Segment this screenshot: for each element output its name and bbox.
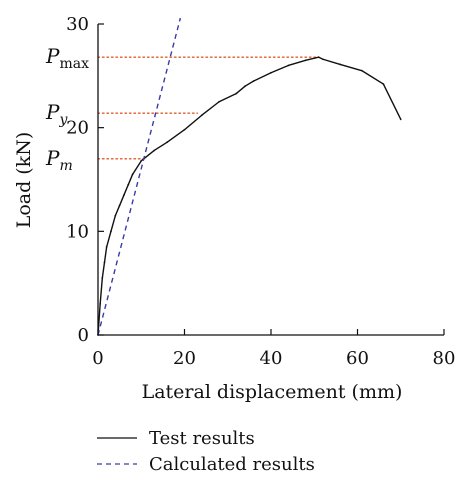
x-tick-label: 40 xyxy=(260,348,283,369)
data-point xyxy=(166,141,169,144)
axes xyxy=(97,24,444,336)
data-point xyxy=(105,245,108,248)
annotations: Pmax Py Pm xyxy=(45,44,89,174)
series-line-test-results xyxy=(97,56,402,336)
legend-label-test-results: Test results xyxy=(149,428,255,449)
data-point xyxy=(399,118,402,121)
data-point xyxy=(339,63,342,66)
data-point xyxy=(252,80,255,82)
data-point xyxy=(110,230,112,233)
x-tick-label: 20 xyxy=(173,348,196,369)
annotation-py: Py xyxy=(45,100,68,128)
data-point xyxy=(131,173,134,176)
data-point xyxy=(304,59,307,62)
reference-lines xyxy=(97,56,320,160)
data-point xyxy=(103,261,106,264)
y-axis-title: Load (kN) xyxy=(13,132,35,229)
data-point xyxy=(360,69,363,72)
data-point xyxy=(322,58,324,61)
data-point xyxy=(153,149,156,152)
data-point xyxy=(382,83,385,86)
annotation-pm: Pm xyxy=(45,146,73,174)
data-point xyxy=(99,303,102,305)
data-point xyxy=(123,194,125,196)
x-tick-label: 60 xyxy=(346,348,369,369)
data-point xyxy=(317,56,320,59)
data-point xyxy=(244,85,246,88)
y-tick-label: 10 xyxy=(66,221,89,242)
data-point xyxy=(140,159,143,162)
y-tick-label: 30 xyxy=(66,14,89,35)
data-point xyxy=(101,277,104,279)
annotation-pmax: Pmax xyxy=(45,44,89,72)
data-point xyxy=(218,100,221,103)
series-line-calculated-results xyxy=(97,18,181,336)
data-point xyxy=(270,71,272,74)
data-point xyxy=(179,17,182,20)
x-tick-label: 0 xyxy=(92,348,103,369)
series-lines xyxy=(97,17,402,336)
data-point xyxy=(114,214,117,217)
ticks: 0 20 40 60 80 0 10 20 30 xyxy=(66,14,455,369)
x-tick-label: 80 xyxy=(433,348,456,369)
data-point xyxy=(287,64,290,67)
y-tick-label: 20 xyxy=(66,118,89,139)
data-point xyxy=(200,114,203,117)
data-point xyxy=(118,204,121,207)
data-point xyxy=(127,183,130,186)
legend: Test results Calculated results xyxy=(97,428,315,475)
legend-label-calculated-results: Calculated results xyxy=(149,454,315,475)
y-tick-label: 0 xyxy=(78,325,89,346)
data-point xyxy=(183,128,186,131)
data-point xyxy=(235,92,238,95)
x-axis-title: Lateral displacement (mm) xyxy=(142,381,403,403)
